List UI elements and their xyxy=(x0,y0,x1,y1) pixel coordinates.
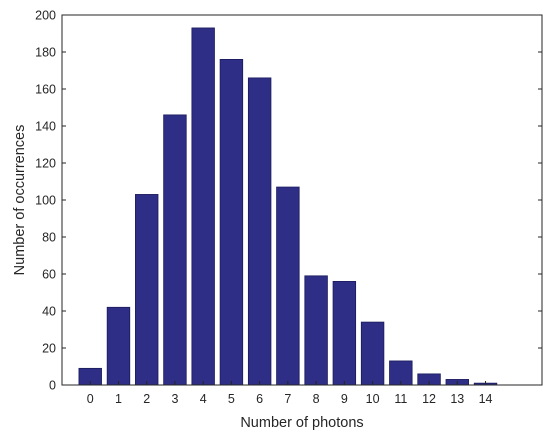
x-tick-label-2: 2 xyxy=(143,392,150,406)
y-tick-label-180: 180 xyxy=(35,46,56,60)
x-tick-label-6: 6 xyxy=(256,392,263,406)
y-tick-label-40: 40 xyxy=(42,305,56,319)
bar-7 xyxy=(276,186,300,386)
x-tick-label-4: 4 xyxy=(200,392,207,406)
x-tick-label-9: 9 xyxy=(341,392,348,406)
bars-group xyxy=(78,27,498,386)
bar-8 xyxy=(304,275,328,386)
y-tick-label-160: 160 xyxy=(35,83,56,97)
x-tick-label-1: 1 xyxy=(115,392,122,406)
y-tick-label-0: 0 xyxy=(49,379,56,393)
x-axis-title: Number of photons xyxy=(240,415,363,431)
bar-2 xyxy=(135,194,159,386)
x-tick-label-11: 11 xyxy=(394,392,407,406)
y-axis-title: Number of occurrences xyxy=(12,125,28,276)
bar-1 xyxy=(106,306,131,386)
x-tick-label-10: 10 xyxy=(366,392,380,406)
y-tick-label-120: 120 xyxy=(35,157,56,171)
y-tick-label-20: 20 xyxy=(42,342,56,356)
y-tick-label-100: 100 xyxy=(35,194,56,208)
bar-10 xyxy=(360,321,385,386)
y-tick-label-60: 60 xyxy=(42,268,56,282)
plot-area xyxy=(62,15,542,385)
bar-4 xyxy=(191,27,215,386)
x-axis-ticks: 0 1 2 3 4 5 6 7 8 9 10 11 12 13 14 xyxy=(87,381,493,406)
bar-3 xyxy=(163,114,187,386)
x-tick-label-7: 7 xyxy=(284,392,291,406)
y-tick-label-140: 140 xyxy=(35,120,56,134)
x-tick-label-14: 14 xyxy=(479,392,493,406)
x-tick-label-13: 13 xyxy=(450,392,464,406)
x-tick-label-3: 3 xyxy=(171,392,178,406)
y-tick-label-200: 200 xyxy=(35,9,56,23)
bar-5 xyxy=(219,59,244,386)
x-tick-label-12: 12 xyxy=(422,392,436,406)
y-tick-label-80: 80 xyxy=(42,231,56,245)
x-tick-label-5: 5 xyxy=(228,392,235,406)
y-axis-ticks: 0 20 40 60 80 100 120 140 160 180 200 xyxy=(35,9,542,393)
x-tick-label-0: 0 xyxy=(87,392,94,406)
bar-9 xyxy=(332,280,357,386)
bar-6 xyxy=(247,77,272,386)
x-tick-label-8: 8 xyxy=(313,392,320,406)
